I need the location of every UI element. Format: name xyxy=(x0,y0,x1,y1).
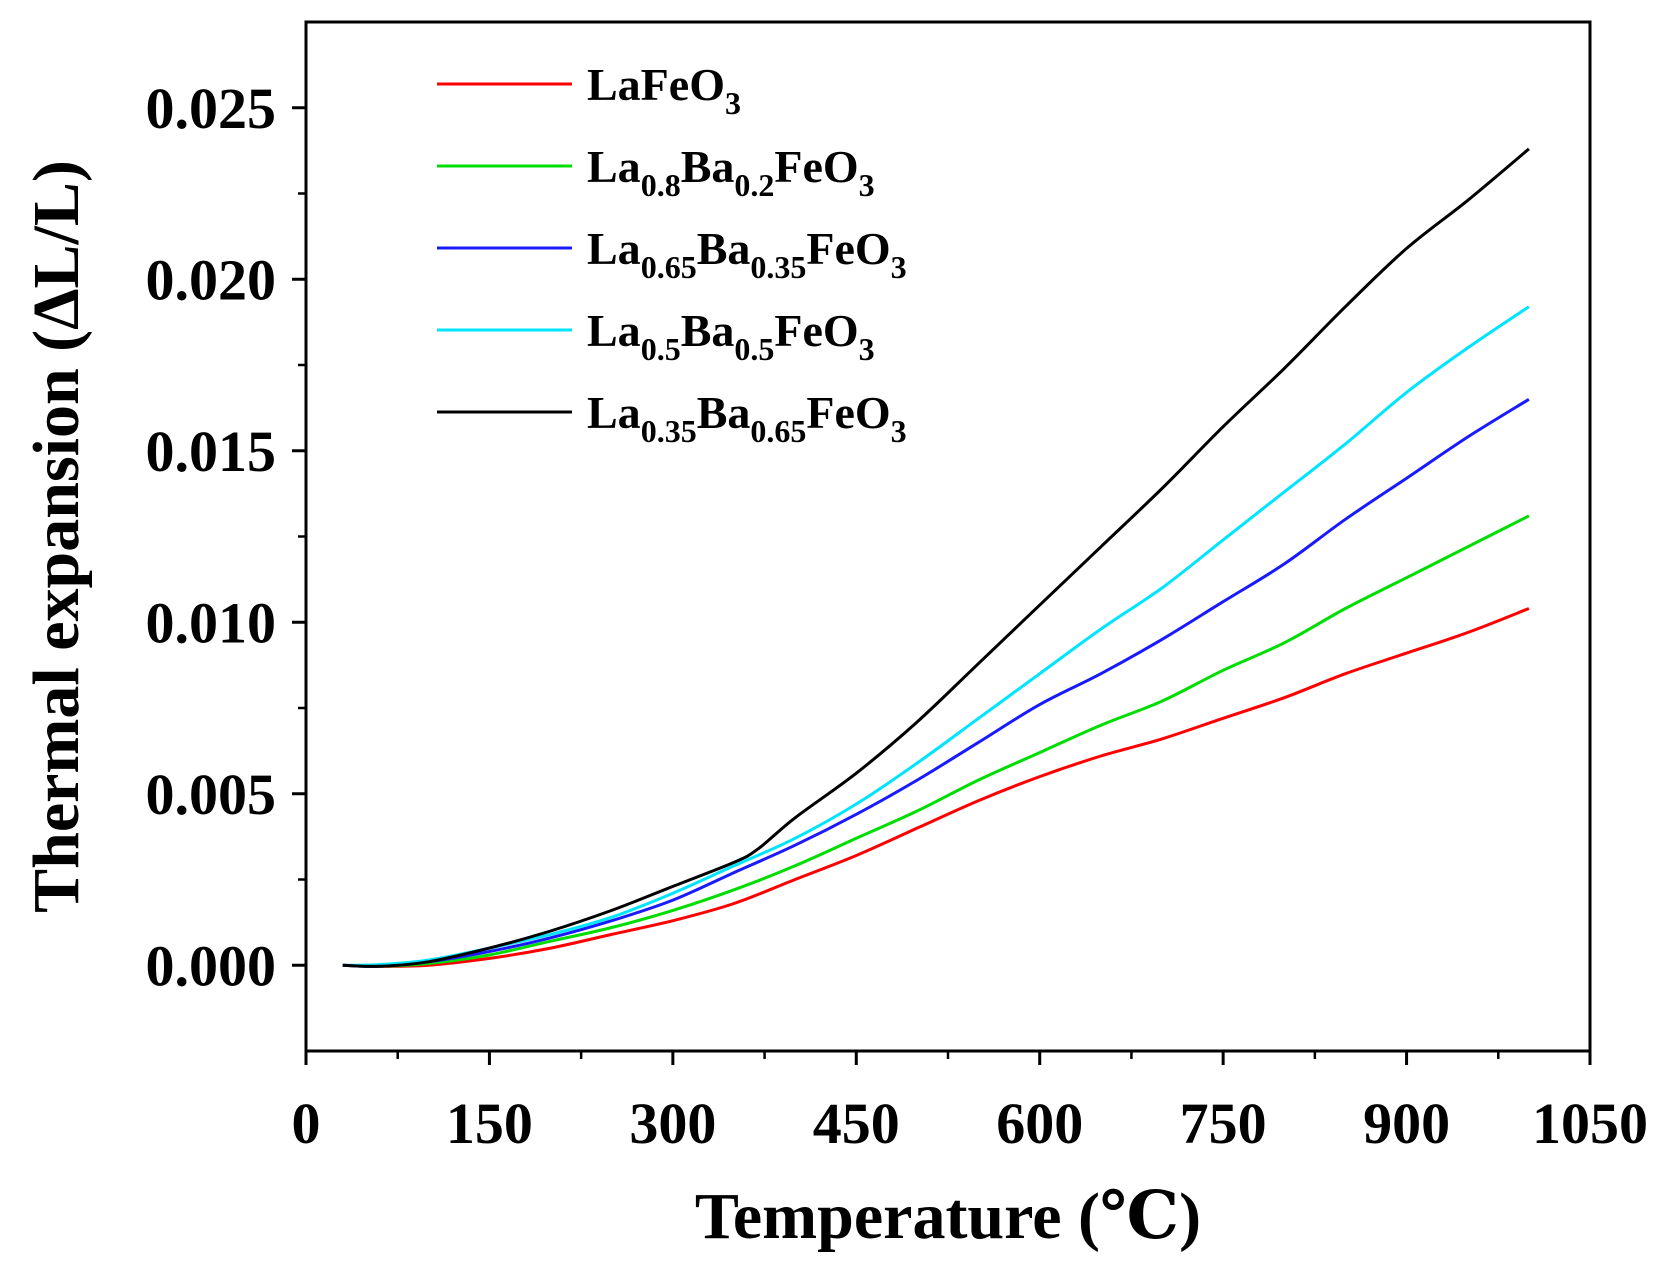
y-tick-label: 0.025 xyxy=(146,76,277,141)
legend-label-3: La0.65Ba0.35FeO3 xyxy=(587,223,907,285)
series-line-3 xyxy=(342,398,1530,968)
x-tick-label: 750 xyxy=(1180,1091,1267,1156)
legend-text-part: La xyxy=(587,387,641,438)
legend-text-part: LaFeO xyxy=(587,59,725,110)
legend-label-1: LaFeO3 xyxy=(587,59,741,121)
legend-text-part: Ba xyxy=(681,305,735,356)
y-tick-label: 0.015 xyxy=(146,419,277,484)
y-axis-title: Thermal expansion (ΔL/L) xyxy=(20,160,93,913)
series-line-4 xyxy=(342,305,1530,967)
legend-text-part: Ba xyxy=(681,141,735,192)
x-tick-label: 0 xyxy=(292,1091,321,1156)
legend-text-part: La xyxy=(587,141,641,192)
legend-subscript: 3 xyxy=(891,249,907,285)
legend-subscript: 3 xyxy=(859,167,875,203)
plot-layer xyxy=(342,147,1530,968)
x-tick-label: 450 xyxy=(813,1091,900,1156)
legend-subscript: 0.5 xyxy=(641,331,681,367)
legend-text-part: La xyxy=(587,305,641,356)
legend-label-2: La0.8Ba0.2FeO3 xyxy=(587,141,875,203)
y-tick-label: 0.010 xyxy=(146,590,277,655)
legend-subscript: 0.35 xyxy=(641,413,697,449)
x-tick-label: 600 xyxy=(996,1091,1083,1156)
legend: LaFeO3La0.8Ba0.2FeO3La0.65Ba0.35FeO3La0.… xyxy=(437,59,907,449)
legend-text-part: La xyxy=(587,223,641,274)
legend-label-5: La0.35Ba0.65FeO3 xyxy=(587,387,907,449)
x-tick-label: 1050 xyxy=(1532,1091,1648,1156)
series-line-2 xyxy=(342,514,1530,968)
axes-layer: 0 150 300 450 600 750 900 1050 0.000 0.005 0.010 0.… xyxy=(146,20,1648,1156)
legend-subscript: 0.65 xyxy=(641,249,697,285)
legend-subscript: 0.8 xyxy=(641,167,681,203)
y-tick-label: 0.005 xyxy=(146,762,277,827)
legend-subscript: 0.2 xyxy=(734,167,774,203)
x-tick-label: 300 xyxy=(629,1091,716,1156)
x-tick-label: 900 xyxy=(1363,1091,1450,1156)
x-tick-label: 150 xyxy=(446,1091,533,1156)
plot-frame xyxy=(304,20,1592,1053)
legend-subscript: 3 xyxy=(891,413,907,449)
legend-subscript: 0.5 xyxy=(734,331,774,367)
legend-text-part: FeO xyxy=(806,223,890,274)
legend-subscript: 0.65 xyxy=(750,413,806,449)
legend-text-part: Ba xyxy=(697,387,751,438)
series-line-1 xyxy=(342,607,1530,968)
legend-text-part: FeO xyxy=(774,141,858,192)
legend-text-part: FeO xyxy=(774,305,858,356)
legend-label-4: La0.5Ba0.5FeO3 xyxy=(587,305,875,367)
legend-subscript: 3 xyxy=(725,85,741,121)
legend-subscript: 3 xyxy=(859,331,875,367)
legend-text-part: Ba xyxy=(697,223,751,274)
x-axis-title: Temperature (℃) xyxy=(695,1180,1201,1253)
y-tick-label: 0.020 xyxy=(146,247,277,312)
y-tick-label: 0.000 xyxy=(146,933,277,998)
legend-text-part: FeO xyxy=(806,387,890,438)
legend-subscript: 0.35 xyxy=(750,249,806,285)
series-line-5 xyxy=(342,147,1530,968)
